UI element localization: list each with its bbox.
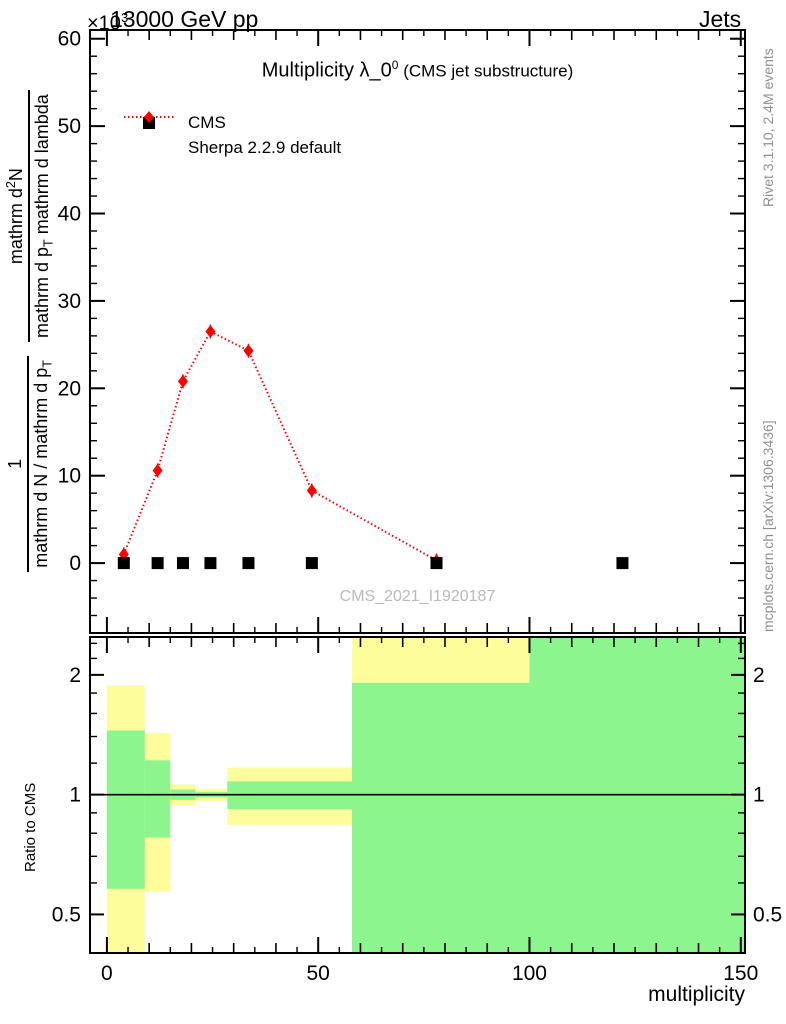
fraction1-numerator: 1 <box>5 458 25 469</box>
legend-label-sherpa: Sherpa 2.2.9 default <box>188 137 342 157</box>
ratio-y-tick-label-left: 2 <box>69 664 81 687</box>
ratio-band-green <box>144 760 171 838</box>
y-tick-label: 50 <box>58 115 81 138</box>
y-axis-label-fraction-1: 1 mathrm d N / mathrm d pT <box>5 356 55 572</box>
y-axis-label-fraction-2: mathrm d2N mathrm d pT mathrm d lambda <box>4 90 56 343</box>
y-tick-label: 30 <box>58 290 81 313</box>
legend-label-cms: CMS <box>188 112 226 132</box>
plot-title-detail: (CMS jet substructure) <box>398 61 574 81</box>
cms-point <box>430 557 443 570</box>
x-tick-label: 150 <box>723 962 758 985</box>
cms-point <box>204 557 217 570</box>
cms-point <box>151 557 164 570</box>
y-tick-label: 10 <box>58 465 81 488</box>
ratio-y-tick-label-left: 1 <box>69 784 81 807</box>
sherpa-point <box>243 344 254 358</box>
fraction2-denominator: mathrm d pT mathrm d lambda <box>27 90 56 343</box>
y-tick-label: 60 <box>58 28 81 51</box>
ratio-y-axis-label: Ratio to CMS <box>22 782 39 872</box>
cms-point <box>242 557 255 570</box>
ratio-y-tick-label-right: 1 <box>753 784 765 807</box>
sherpa-point <box>177 374 188 388</box>
sherpa-point <box>306 484 317 498</box>
x-tick-label: 50 <box>307 962 330 985</box>
cms-point <box>305 557 318 570</box>
main-frame <box>89 29 746 634</box>
analysis-id-watermark: CMS_2021_I1920187 <box>339 588 496 605</box>
plot-title-main: Multiplicity λ_0 <box>261 59 392 82</box>
y-axis-label: 1 mathrm d N / mathrm d pT mathrm d2N ma… <box>4 30 56 632</box>
header-process: Jets <box>699 6 742 32</box>
plot-title: Multiplicity λ_00 (CMS jet substructure) <box>90 58 745 83</box>
x-tick-label: 100 <box>512 962 547 985</box>
power-prefix: ×10 <box>87 12 121 35</box>
ratio-y-tick-label-left: 0.5 <box>52 903 81 926</box>
mcplots-credit-text: mcplots.cern.ch [arXiv:1306.3436] <box>760 420 776 632</box>
ratio-y-tick-label-right: 2 <box>753 664 765 687</box>
cms-point <box>176 557 189 570</box>
plot-title-superscript: 0 <box>391 58 399 72</box>
cms-point <box>616 557 629 570</box>
fraction1-denominator: mathrm d N / mathrm d pT <box>26 356 55 572</box>
y-axis-power-label: ×103 <box>87 10 128 36</box>
power-exponent: 3 <box>120 10 129 25</box>
ratio-band-green <box>352 682 530 953</box>
header-beam-energy: 13000 GeV pp <box>110 6 259 32</box>
y-tick-label: 20 <box>58 377 81 400</box>
cms-point <box>117 557 130 570</box>
legend-row-sherpa: Sherpa 2.2.9 default <box>118 111 342 160</box>
sherpa-point <box>152 463 163 477</box>
sherpa-point <box>205 325 216 338</box>
ratio-y-tick-label-right: 0.5 <box>753 903 782 926</box>
y-tick-label: 40 <box>58 203 81 226</box>
legend: CMS Sherpa 2.2.9 default <box>118 110 341 160</box>
fraction2-numerator: mathrm d2N <box>4 168 26 265</box>
ratio-band-green <box>106 730 145 889</box>
sherpa-line <box>122 330 438 562</box>
x-tick-label: 0 <box>101 962 113 985</box>
rivet-version-text: Rivet 3.1.10, 2.4M events <box>760 48 776 207</box>
x-axis-label: multiplicity <box>648 983 745 1006</box>
y-tick-label: 0 <box>69 552 81 575</box>
